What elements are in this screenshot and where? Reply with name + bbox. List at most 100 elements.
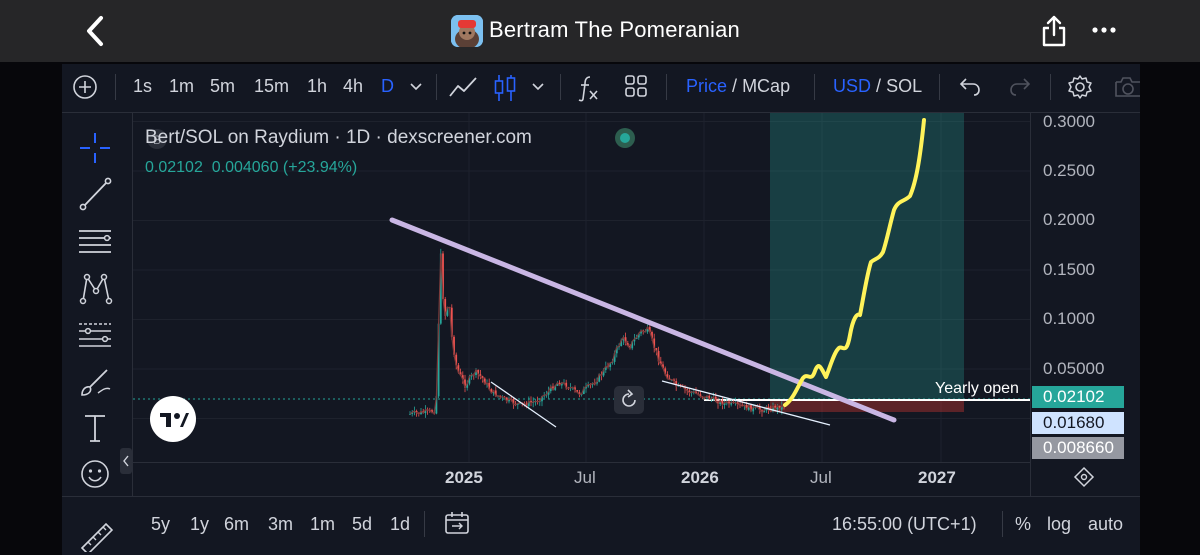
clock-timezone[interactable]: 16:55:00 (UTC+1): [832, 514, 977, 534]
candle-body: [444, 298, 447, 316]
interval-1h[interactable]: 1h: [307, 76, 328, 96]
candle-body: [596, 381, 598, 384]
candle-body: [598, 374, 601, 382]
range-6m[interactable]: 6m: [224, 514, 250, 534]
candle-body: [646, 327, 649, 332]
pattern-icon[interactable]: [74, 271, 116, 305]
redo-icon[interactable]: [1008, 74, 1032, 98]
candle-body: [763, 410, 766, 413]
crosshair-icon[interactable]: [74, 131, 116, 165]
candle-body: [750, 405, 752, 412]
range-5y[interactable]: 5y: [151, 514, 171, 534]
camera-icon[interactable]: [1113, 74, 1140, 100]
candle-body: [684, 386, 686, 390]
currency-toggle[interactable]: USD / SOL: [833, 76, 922, 97]
chevron-down-icon[interactable]: [408, 80, 424, 94]
position-stop-zone[interactable]: [770, 400, 964, 412]
brush-icon[interactable]: [74, 365, 116, 399]
candle-body: [560, 382, 563, 386]
candle-body: [455, 354, 458, 366]
indicators-fx-icon[interactable]: [576, 74, 600, 102]
settings-gear-icon[interactable]: [1067, 74, 1093, 100]
candle-body: [466, 383, 469, 388]
interval-4h[interactable]: 4h: [343, 76, 364, 96]
candle-body: [758, 407, 761, 411]
sol-option[interactable]: SOL: [886, 76, 923, 96]
collapse-toolbar-icon[interactable]: [120, 448, 132, 474]
interval-5m[interactable]: 5m: [210, 76, 236, 96]
candle-body: [442, 253, 444, 299]
candle-body: [728, 401, 730, 405]
interval-d[interactable]: D: [381, 76, 394, 96]
candle-body: [475, 369, 477, 375]
line-chart-icon[interactable]: [448, 74, 478, 100]
candle-body: [527, 400, 530, 407]
horizontal-lines-icon[interactable]: [74, 224, 116, 258]
range-1y[interactable]: 1y: [190, 514, 210, 534]
interval-1m[interactable]: 1m: [169, 76, 195, 96]
candle-body: [552, 386, 554, 390]
y-tick: 0.05000: [1043, 359, 1105, 378]
interval-1s[interactable]: 1s: [133, 76, 153, 96]
candle-body: [574, 387, 576, 391]
range-1m[interactable]: 1m: [310, 514, 336, 534]
price-change: 0.004060: [211, 159, 279, 176]
chevron-left-icon[interactable]: [80, 14, 112, 48]
more-icon[interactable]: [1090, 22, 1118, 38]
candle-body: [648, 327, 651, 332]
mcap-option[interactable]: MCap: [742, 76, 791, 96]
price-scale-border: [1030, 113, 1031, 496]
fib-retracement-icon[interactable]: [74, 318, 116, 352]
app-header: Bertram The Pomeranian: [0, 0, 1200, 62]
candle-body: [688, 390, 691, 393]
price-option[interactable]: Price: [686, 76, 728, 96]
auto-toggle[interactable]: auto: [1088, 514, 1124, 534]
add-symbol-icon[interactable]: [72, 74, 98, 100]
symbol-icon: B: [147, 129, 167, 149]
emoji-icon[interactable]: [74, 457, 116, 491]
position-target-zone[interactable]: [770, 113, 964, 400]
chevron-down-icon[interactable]: [530, 80, 546, 94]
candle-body: [576, 390, 579, 393]
date-range-icon[interactable]: [443, 510, 471, 536]
x-tick: 2027: [918, 468, 956, 487]
candle-body: [602, 369, 605, 376]
log-toggle[interactable]: log: [1047, 514, 1072, 534]
candle-body: [587, 384, 590, 387]
range-5d[interactable]: 5d: [352, 514, 373, 534]
range-1d[interactable]: 1d: [390, 514, 411, 534]
range-3m[interactable]: 3m: [268, 514, 294, 534]
replay-button[interactable]: [614, 386, 644, 414]
share-icon[interactable]: [1040, 14, 1068, 48]
candle-body: [659, 361, 662, 365]
percent-toggle[interactable]: %: [1015, 514, 1032, 534]
candle-body: [582, 388, 585, 395]
usd-option[interactable]: USD: [833, 76, 872, 96]
text-tool-icon[interactable]: [74, 411, 116, 445]
scale-settings-icon[interactable]: [1073, 466, 1095, 488]
candle-body: [549, 386, 552, 392]
undo-icon[interactable]: [958, 74, 982, 98]
interval-15m[interactable]: 15m: [254, 76, 290, 96]
candle-body: [613, 353, 616, 362]
ruler-icon[interactable]: [74, 518, 116, 552]
candle-body: [745, 404, 748, 410]
candle-body: [747, 405, 750, 410]
price-mcap-toggle[interactable]: Price / MCap: [686, 76, 790, 97]
toolbar-divider: [666, 74, 667, 100]
candle-body: [439, 253, 442, 324]
candle-body: [664, 368, 667, 375]
price-series-line: [409, 253, 785, 415]
toolbar-divider: [115, 74, 116, 100]
candle-body: [453, 336, 455, 355]
candle-body: [662, 364, 664, 369]
candle-body: [477, 369, 480, 375]
layout-grid-icon[interactable]: [624, 74, 648, 98]
candle-body: [615, 347, 618, 354]
toolbar-divider: [560, 74, 561, 100]
candle-body: [637, 333, 640, 338]
candles-icon[interactable]: [492, 74, 518, 102]
trend-line-icon[interactable]: [74, 177, 116, 211]
candle-body: [554, 385, 557, 390]
